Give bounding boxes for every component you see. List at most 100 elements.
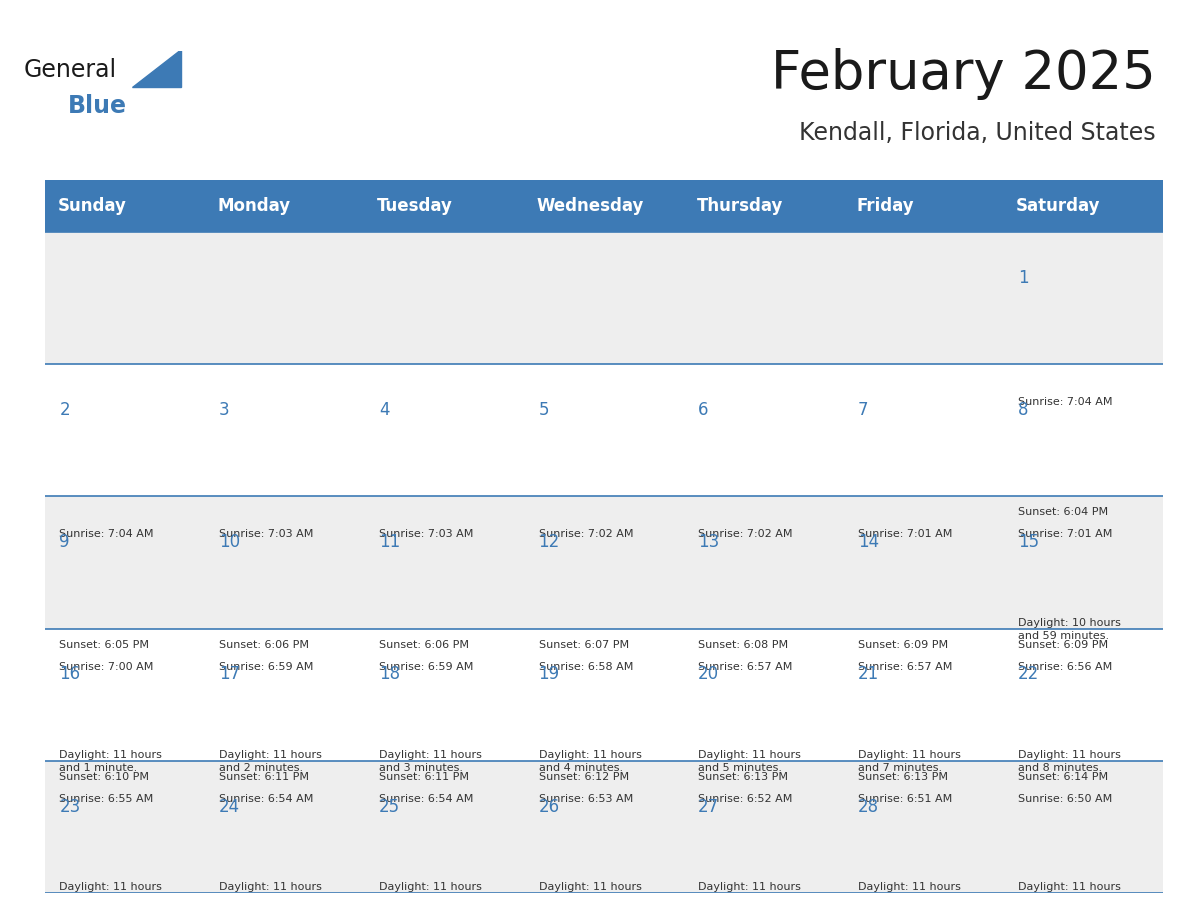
Bar xyxy=(1004,364,1163,497)
Text: Sunrise: 7:04 AM: Sunrise: 7:04 AM xyxy=(1018,397,1112,408)
Bar xyxy=(204,497,365,629)
Text: Daylight: 11 hours
and 11 minutes.: Daylight: 11 hours and 11 minutes. xyxy=(219,882,322,905)
Bar xyxy=(843,761,1004,893)
Text: Sunset: 6:14 PM: Sunset: 6:14 PM xyxy=(1018,772,1107,782)
Text: Sunrise: 6:54 AM: Sunrise: 6:54 AM xyxy=(219,794,314,804)
Text: Daylight: 11 hours
and 1 minute.: Daylight: 11 hours and 1 minute. xyxy=(59,750,163,773)
Text: 4: 4 xyxy=(379,401,390,419)
Text: Daylight: 11 hours
and 5 minutes.: Daylight: 11 hours and 5 minutes. xyxy=(699,750,801,773)
Text: 5: 5 xyxy=(538,401,549,419)
Text: Sunrise: 6:57 AM: Sunrise: 6:57 AM xyxy=(858,662,953,672)
Text: 19: 19 xyxy=(538,666,560,683)
Text: Daylight: 11 hours
and 9 minutes.: Daylight: 11 hours and 9 minutes. xyxy=(59,882,163,905)
Text: Daylight: 11 hours
and 12 minutes.: Daylight: 11 hours and 12 minutes. xyxy=(379,882,481,905)
Text: 13: 13 xyxy=(699,533,720,551)
Bar xyxy=(524,497,684,629)
Bar xyxy=(524,761,684,893)
Text: Kendall, Florida, United States: Kendall, Florida, United States xyxy=(800,121,1156,145)
Bar xyxy=(365,364,524,497)
Text: 7: 7 xyxy=(858,401,868,419)
Text: 25: 25 xyxy=(379,798,400,815)
Bar xyxy=(524,180,684,232)
Bar xyxy=(843,364,1004,497)
Bar xyxy=(684,232,843,364)
Text: Daylight: 11 hours
and 15 minutes.: Daylight: 11 hours and 15 minutes. xyxy=(699,882,801,905)
Text: General: General xyxy=(24,59,116,83)
Text: 1: 1 xyxy=(1018,269,1029,286)
Text: Sunday: Sunday xyxy=(58,197,127,215)
Text: Sunrise: 6:59 AM: Sunrise: 6:59 AM xyxy=(219,662,314,672)
Text: Daylight: 11 hours
and 17 minutes.: Daylight: 11 hours and 17 minutes. xyxy=(1018,882,1120,905)
Text: 2: 2 xyxy=(59,401,70,419)
Bar xyxy=(843,180,1004,232)
Text: Sunrise: 6:50 AM: Sunrise: 6:50 AM xyxy=(1018,794,1112,804)
Bar xyxy=(204,364,365,497)
Text: Sunset: 6:13 PM: Sunset: 6:13 PM xyxy=(699,772,788,782)
Bar xyxy=(684,364,843,497)
Text: Saturday: Saturday xyxy=(1016,197,1100,215)
Bar xyxy=(204,761,365,893)
Bar xyxy=(365,629,524,761)
Text: Daylight: 11 hours
and 2 minutes.: Daylight: 11 hours and 2 minutes. xyxy=(219,750,322,773)
Text: 16: 16 xyxy=(59,666,81,683)
Text: 11: 11 xyxy=(379,533,400,551)
Text: 12: 12 xyxy=(538,533,560,551)
Text: 27: 27 xyxy=(699,798,720,815)
Text: 28: 28 xyxy=(858,798,879,815)
Bar xyxy=(1004,761,1163,893)
Text: Sunrise: 7:01 AM: Sunrise: 7:01 AM xyxy=(1018,530,1112,540)
Bar xyxy=(843,629,1004,761)
Text: Sunset: 6:12 PM: Sunset: 6:12 PM xyxy=(538,772,628,782)
Text: Sunset: 6:05 PM: Sunset: 6:05 PM xyxy=(59,640,150,650)
Bar xyxy=(45,180,204,232)
Text: 21: 21 xyxy=(858,666,879,683)
Text: Daylight: 11 hours
and 3 minutes.: Daylight: 11 hours and 3 minutes. xyxy=(379,750,481,773)
Text: Sunrise: 7:03 AM: Sunrise: 7:03 AM xyxy=(219,530,314,540)
Text: 23: 23 xyxy=(59,798,81,815)
Bar xyxy=(684,629,843,761)
Text: 10: 10 xyxy=(219,533,240,551)
Text: Daylight: 11 hours
and 16 minutes.: Daylight: 11 hours and 16 minutes. xyxy=(858,882,961,905)
Text: 14: 14 xyxy=(858,533,879,551)
Bar xyxy=(684,497,843,629)
Text: 24: 24 xyxy=(219,798,240,815)
Text: Sunrise: 6:54 AM: Sunrise: 6:54 AM xyxy=(379,794,473,804)
Text: Sunrise: 7:00 AM: Sunrise: 7:00 AM xyxy=(59,662,153,672)
Bar xyxy=(1004,497,1163,629)
Bar xyxy=(45,232,1163,240)
Text: Sunset: 6:13 PM: Sunset: 6:13 PM xyxy=(858,772,948,782)
Text: Sunrise: 6:59 AM: Sunrise: 6:59 AM xyxy=(379,662,473,672)
Text: Wednesday: Wednesday xyxy=(537,197,644,215)
Text: Sunset: 6:18 PM: Sunset: 6:18 PM xyxy=(1018,904,1107,914)
Text: Sunrise: 6:53 AM: Sunrise: 6:53 AM xyxy=(538,794,633,804)
Text: Blue: Blue xyxy=(69,94,127,118)
Bar xyxy=(1004,629,1163,761)
Polygon shape xyxy=(132,50,181,86)
Text: 18: 18 xyxy=(379,666,400,683)
Bar xyxy=(1004,180,1163,232)
Bar xyxy=(45,761,204,893)
Text: Sunrise: 6:51 AM: Sunrise: 6:51 AM xyxy=(858,794,953,804)
Bar xyxy=(843,232,1004,364)
Text: Sunset: 6:06 PM: Sunset: 6:06 PM xyxy=(379,640,469,650)
Text: Daylight: 11 hours
and 4 minutes.: Daylight: 11 hours and 4 minutes. xyxy=(538,750,642,773)
Text: 20: 20 xyxy=(699,666,720,683)
Text: February 2025: February 2025 xyxy=(771,49,1156,100)
Text: 17: 17 xyxy=(219,666,240,683)
Text: Friday: Friday xyxy=(857,197,914,215)
Bar xyxy=(204,629,365,761)
Bar xyxy=(1004,232,1163,364)
Bar xyxy=(524,629,684,761)
Bar xyxy=(365,232,524,364)
Bar xyxy=(45,497,204,629)
Text: Sunrise: 7:03 AM: Sunrise: 7:03 AM xyxy=(379,530,473,540)
Bar xyxy=(365,497,524,629)
Bar xyxy=(524,364,684,497)
Text: Sunset: 6:16 PM: Sunset: 6:16 PM xyxy=(538,904,628,914)
Bar xyxy=(204,232,365,364)
Text: Sunset: 6:11 PM: Sunset: 6:11 PM xyxy=(219,772,309,782)
Text: Sunset: 6:17 PM: Sunset: 6:17 PM xyxy=(699,904,789,914)
Text: Sunrise: 6:56 AM: Sunrise: 6:56 AM xyxy=(1018,662,1112,672)
Text: Sunset: 6:15 PM: Sunset: 6:15 PM xyxy=(59,904,150,914)
Text: Sunset: 6:18 PM: Sunset: 6:18 PM xyxy=(858,904,948,914)
